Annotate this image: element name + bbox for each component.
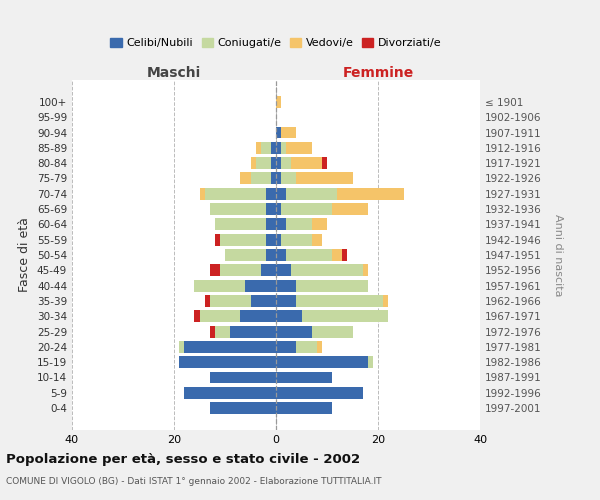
Bar [199,188,205,200]
Bar [296,280,368,291]
Bar [276,280,296,291]
Bar [286,142,312,154]
Bar [271,172,276,184]
Bar [210,372,276,384]
Bar [276,372,332,384]
Bar [260,264,276,276]
Bar [281,142,286,154]
Bar [286,249,332,261]
Bar [276,341,296,353]
Bar [256,157,271,169]
Bar [276,188,286,200]
Bar [240,172,251,184]
Bar [210,295,251,307]
Bar [296,295,383,307]
Bar [215,218,266,230]
Bar [342,249,347,261]
Bar [286,188,337,200]
Bar [368,356,373,368]
Bar [276,356,368,368]
Bar [276,387,362,399]
Bar [286,218,312,230]
Bar [362,264,368,276]
Bar [251,157,256,169]
Bar [220,264,260,276]
Bar [266,249,276,261]
Text: Maschi: Maschi [147,66,201,80]
Bar [383,295,388,307]
Bar [251,172,271,184]
Bar [281,126,296,138]
Bar [317,341,322,353]
Bar [179,356,276,368]
Bar [245,280,276,291]
Text: COMUNE DI VIGOLO (BG) - Dati ISTAT 1° gennaio 2002 - Elaborazione TUTTITALIA.IT: COMUNE DI VIGOLO (BG) - Dati ISTAT 1° ge… [6,478,382,486]
Bar [266,188,276,200]
Bar [302,310,388,322]
Bar [276,218,286,230]
Bar [205,295,210,307]
Bar [184,341,276,353]
Bar [276,295,296,307]
Bar [179,341,184,353]
Bar [276,203,281,215]
Bar [194,280,245,291]
Bar [281,172,296,184]
Y-axis label: Anni di nascita: Anni di nascita [553,214,563,296]
Bar [276,402,332,414]
Bar [312,326,353,338]
Bar [276,172,281,184]
Text: Popolazione per età, sesso e stato civile - 2002: Popolazione per età, sesso e stato civil… [6,452,360,466]
Bar [240,310,276,322]
Bar [332,203,368,215]
Bar [312,234,322,245]
Bar [296,172,353,184]
Bar [276,142,281,154]
Bar [205,188,266,200]
Bar [266,203,276,215]
Bar [276,249,286,261]
Bar [276,310,302,322]
Bar [276,126,281,138]
Bar [199,310,240,322]
Bar [292,264,363,276]
Bar [312,218,327,230]
Bar [322,157,327,169]
Bar [260,142,271,154]
Bar [215,234,220,245]
Bar [271,157,276,169]
Bar [225,249,266,261]
Bar [220,234,266,245]
Bar [215,326,230,338]
Bar [337,188,404,200]
Bar [266,234,276,245]
Bar [194,310,199,322]
Bar [184,387,276,399]
Bar [281,157,292,169]
Bar [210,264,220,276]
Bar [292,157,322,169]
Y-axis label: Fasce di età: Fasce di età [19,218,31,292]
Bar [256,142,260,154]
Bar [210,203,266,215]
Bar [281,234,312,245]
Bar [230,326,276,338]
Legend: Celibi/Nubili, Coniugati/e, Vedovi/e, Divorziati/e: Celibi/Nubili, Coniugati/e, Vedovi/e, Di… [106,33,446,52]
Bar [210,326,215,338]
Bar [296,341,317,353]
Text: Femmine: Femmine [343,66,413,80]
Bar [276,96,281,108]
Bar [276,234,281,245]
Bar [276,264,292,276]
Bar [281,203,332,215]
Bar [210,402,276,414]
Bar [266,218,276,230]
Bar [251,295,276,307]
Bar [276,157,281,169]
Bar [271,142,276,154]
Bar [332,249,342,261]
Bar [276,326,312,338]
